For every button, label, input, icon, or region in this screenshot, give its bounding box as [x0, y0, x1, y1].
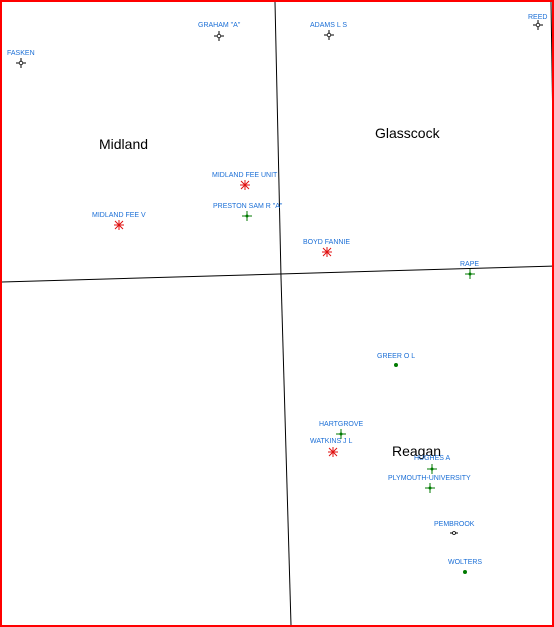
- well-label-plymouth-university: PLYMOUTH-UNIVERSITY: [388, 475, 471, 482]
- well-label-watkins-j-l: WATKINS J L: [310, 438, 353, 445]
- county-boundary-horizontal: [2, 265, 552, 283]
- county-label-midland: Midland: [99, 136, 148, 152]
- well-label-reed: REED: [528, 14, 547, 21]
- county-boundary-north-vertical: [274, 2, 282, 278]
- well-label-adams-l-s: ADAMS L S: [310, 22, 347, 29]
- well-label-wolters: WOLTERS: [448, 559, 482, 566]
- well-symbol-midland-fee-unit[interactable]: [240, 180, 250, 190]
- well-symbol-pembrook[interactable]: [450, 531, 458, 535]
- county-boundary-south-vertical: [280, 276, 292, 625]
- well-symbol-wolters[interactable]: [463, 570, 467, 574]
- well-label-graham-a: GRAHAM "A": [198, 22, 241, 29]
- well-label-pembrook: PEMBROOK: [434, 521, 475, 528]
- well-symbol-watkins-j-l[interactable]: [328, 447, 338, 457]
- county-label-glasscock: Glasscock: [375, 125, 441, 141]
- well-symbol-fasken[interactable]: [16, 58, 26, 68]
- well-symbol-graham-a[interactable]: [214, 31, 224, 41]
- well-label-rape: RAPE: [460, 261, 479, 268]
- well-symbol-plymouth-university[interactable]: [425, 483, 435, 493]
- well-symbol-rape[interactable]: [465, 269, 475, 279]
- well-symbol-boyd-fannie[interactable]: [322, 247, 332, 257]
- well-label-midland-fee-v: MIDLAND FEE V: [92, 212, 146, 219]
- well-label-fasken: FASKEN: [7, 50, 35, 57]
- well-symbol-midland-fee-v[interactable]: [114, 220, 124, 230]
- well-label-greer-o-l: GREER O L: [377, 353, 415, 360]
- well-symbols: [16, 20, 543, 574]
- well-label-preston-sam-r-a: PRESTON SAM R "A": [213, 203, 283, 210]
- county-boundary-east-vertical: [550, 2, 552, 102]
- well-symbol-adams-l-s[interactable]: [324, 30, 334, 40]
- well-label-boyd-fannie: BOYD FANNIE: [303, 239, 350, 246]
- well-symbol-preston-sam-r-a[interactable]: [242, 211, 252, 221]
- well-symbol-hughes-a[interactable]: [427, 464, 437, 474]
- well-label-midland-fee-unit: MIDLAND FEE UNIT: [212, 172, 278, 179]
- well-label-hartgrove: HARTGROVE: [319, 421, 364, 428]
- well-label-hughes-a: HUGHES A: [414, 455, 451, 462]
- well-symbol-hartgrove[interactable]: [336, 429, 346, 439]
- well-symbol-greer-o-l[interactable]: [394, 363, 398, 367]
- well-symbol-reed[interactable]: [533, 20, 543, 30]
- county-label-reagan: Reagan: [392, 443, 441, 459]
